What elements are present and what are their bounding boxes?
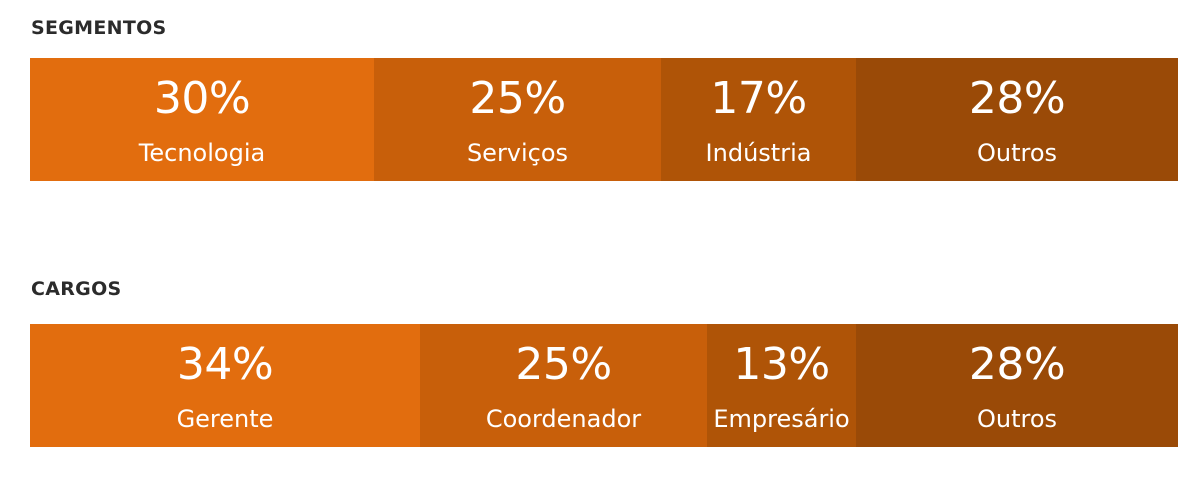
cargos-title: CARGOS <box>31 278 122 300</box>
segment-value-label: 25% <box>515 338 612 390</box>
segment-category-label: Empresário <box>713 404 850 433</box>
segment-value-label: 28% <box>968 338 1066 390</box>
segment-category-label: Gerente <box>176 404 274 433</box>
segment-category-label: Tecnologia <box>138 138 266 167</box>
segment-category-label: Serviços <box>466 138 569 167</box>
segment-value-label: 34% <box>176 338 274 390</box>
bar-segment: 17% Indústria <box>661 58 856 181</box>
bar-segment: 13% Empresário <box>707 324 856 447</box>
bar-segment: 34% Gerente <box>30 324 420 447</box>
segment-value-label: 30% <box>153 72 251 124</box>
segment-value-label: 17% <box>710 72 807 124</box>
segmentos-title: SEGMENTOS <box>31 17 167 39</box>
segment-value-label: 13% <box>733 338 830 390</box>
segment-value-label: 25% <box>469 72 566 124</box>
segment-category-label: Outros <box>976 404 1058 433</box>
cargos-stacked-bar: 34% Gerente 25% Coordenador 13% Empresário 28%… <box>30 324 1178 447</box>
bar-segment: 28% Outros <box>856 58 1178 181</box>
segment-category-label: Outros <box>976 138 1058 167</box>
segment-category-label: Coordenador <box>485 404 642 433</box>
bar-segment: 30% Tecnologia <box>30 58 374 181</box>
bar-segment: 25% Serviços <box>374 58 661 181</box>
bar-segment: 28% Outros <box>856 324 1178 447</box>
segmentos-stacked-bar: 30% Tecnologia 25% Serviços 17% Indústria 28% O… <box>30 58 1178 181</box>
segment-value-label: 28% <box>968 72 1066 124</box>
segment-category-label: Indústria <box>705 138 812 167</box>
bar-segment: 25% Coordenador <box>420 324 707 447</box>
